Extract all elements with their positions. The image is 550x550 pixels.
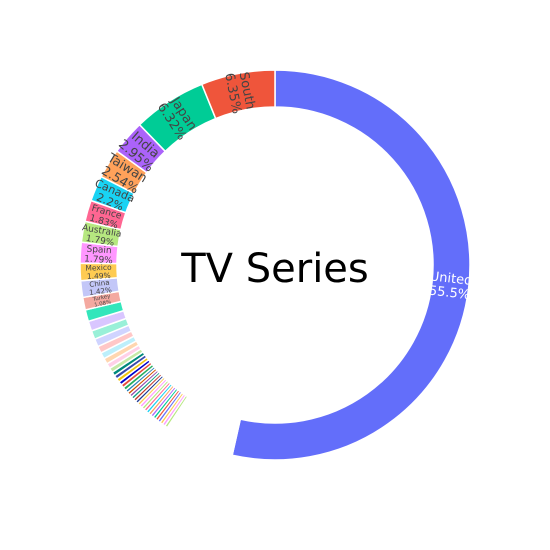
center-title: TV Series — [180, 246, 369, 292]
slice-percent-mexico: 1.49% — [87, 271, 111, 281]
slice-percent-turkey: 1.08% — [94, 299, 112, 308]
slices-layer — [79, 69, 471, 461]
slice-name-united: United — [429, 269, 473, 289]
slice-name-south: South — [236, 71, 258, 111]
slice-percent-australia: 1.79% — [85, 234, 115, 249]
slice-name-turkey: Turkey — [91, 293, 111, 303]
slice-name-spain: Spain — [86, 245, 112, 257]
slice-name-china: China — [89, 278, 110, 289]
slice-percent-china: 1.42% — [89, 285, 113, 297]
slice-percent-spain: 1.79% — [84, 254, 114, 266]
slice-percent-united: 55.5% — [428, 284, 471, 303]
slice-united[interactable] — [231, 69, 471, 461]
slice-name-mexico: Mexico — [85, 263, 112, 273]
slice-south[interactable] — [200, 69, 276, 120]
